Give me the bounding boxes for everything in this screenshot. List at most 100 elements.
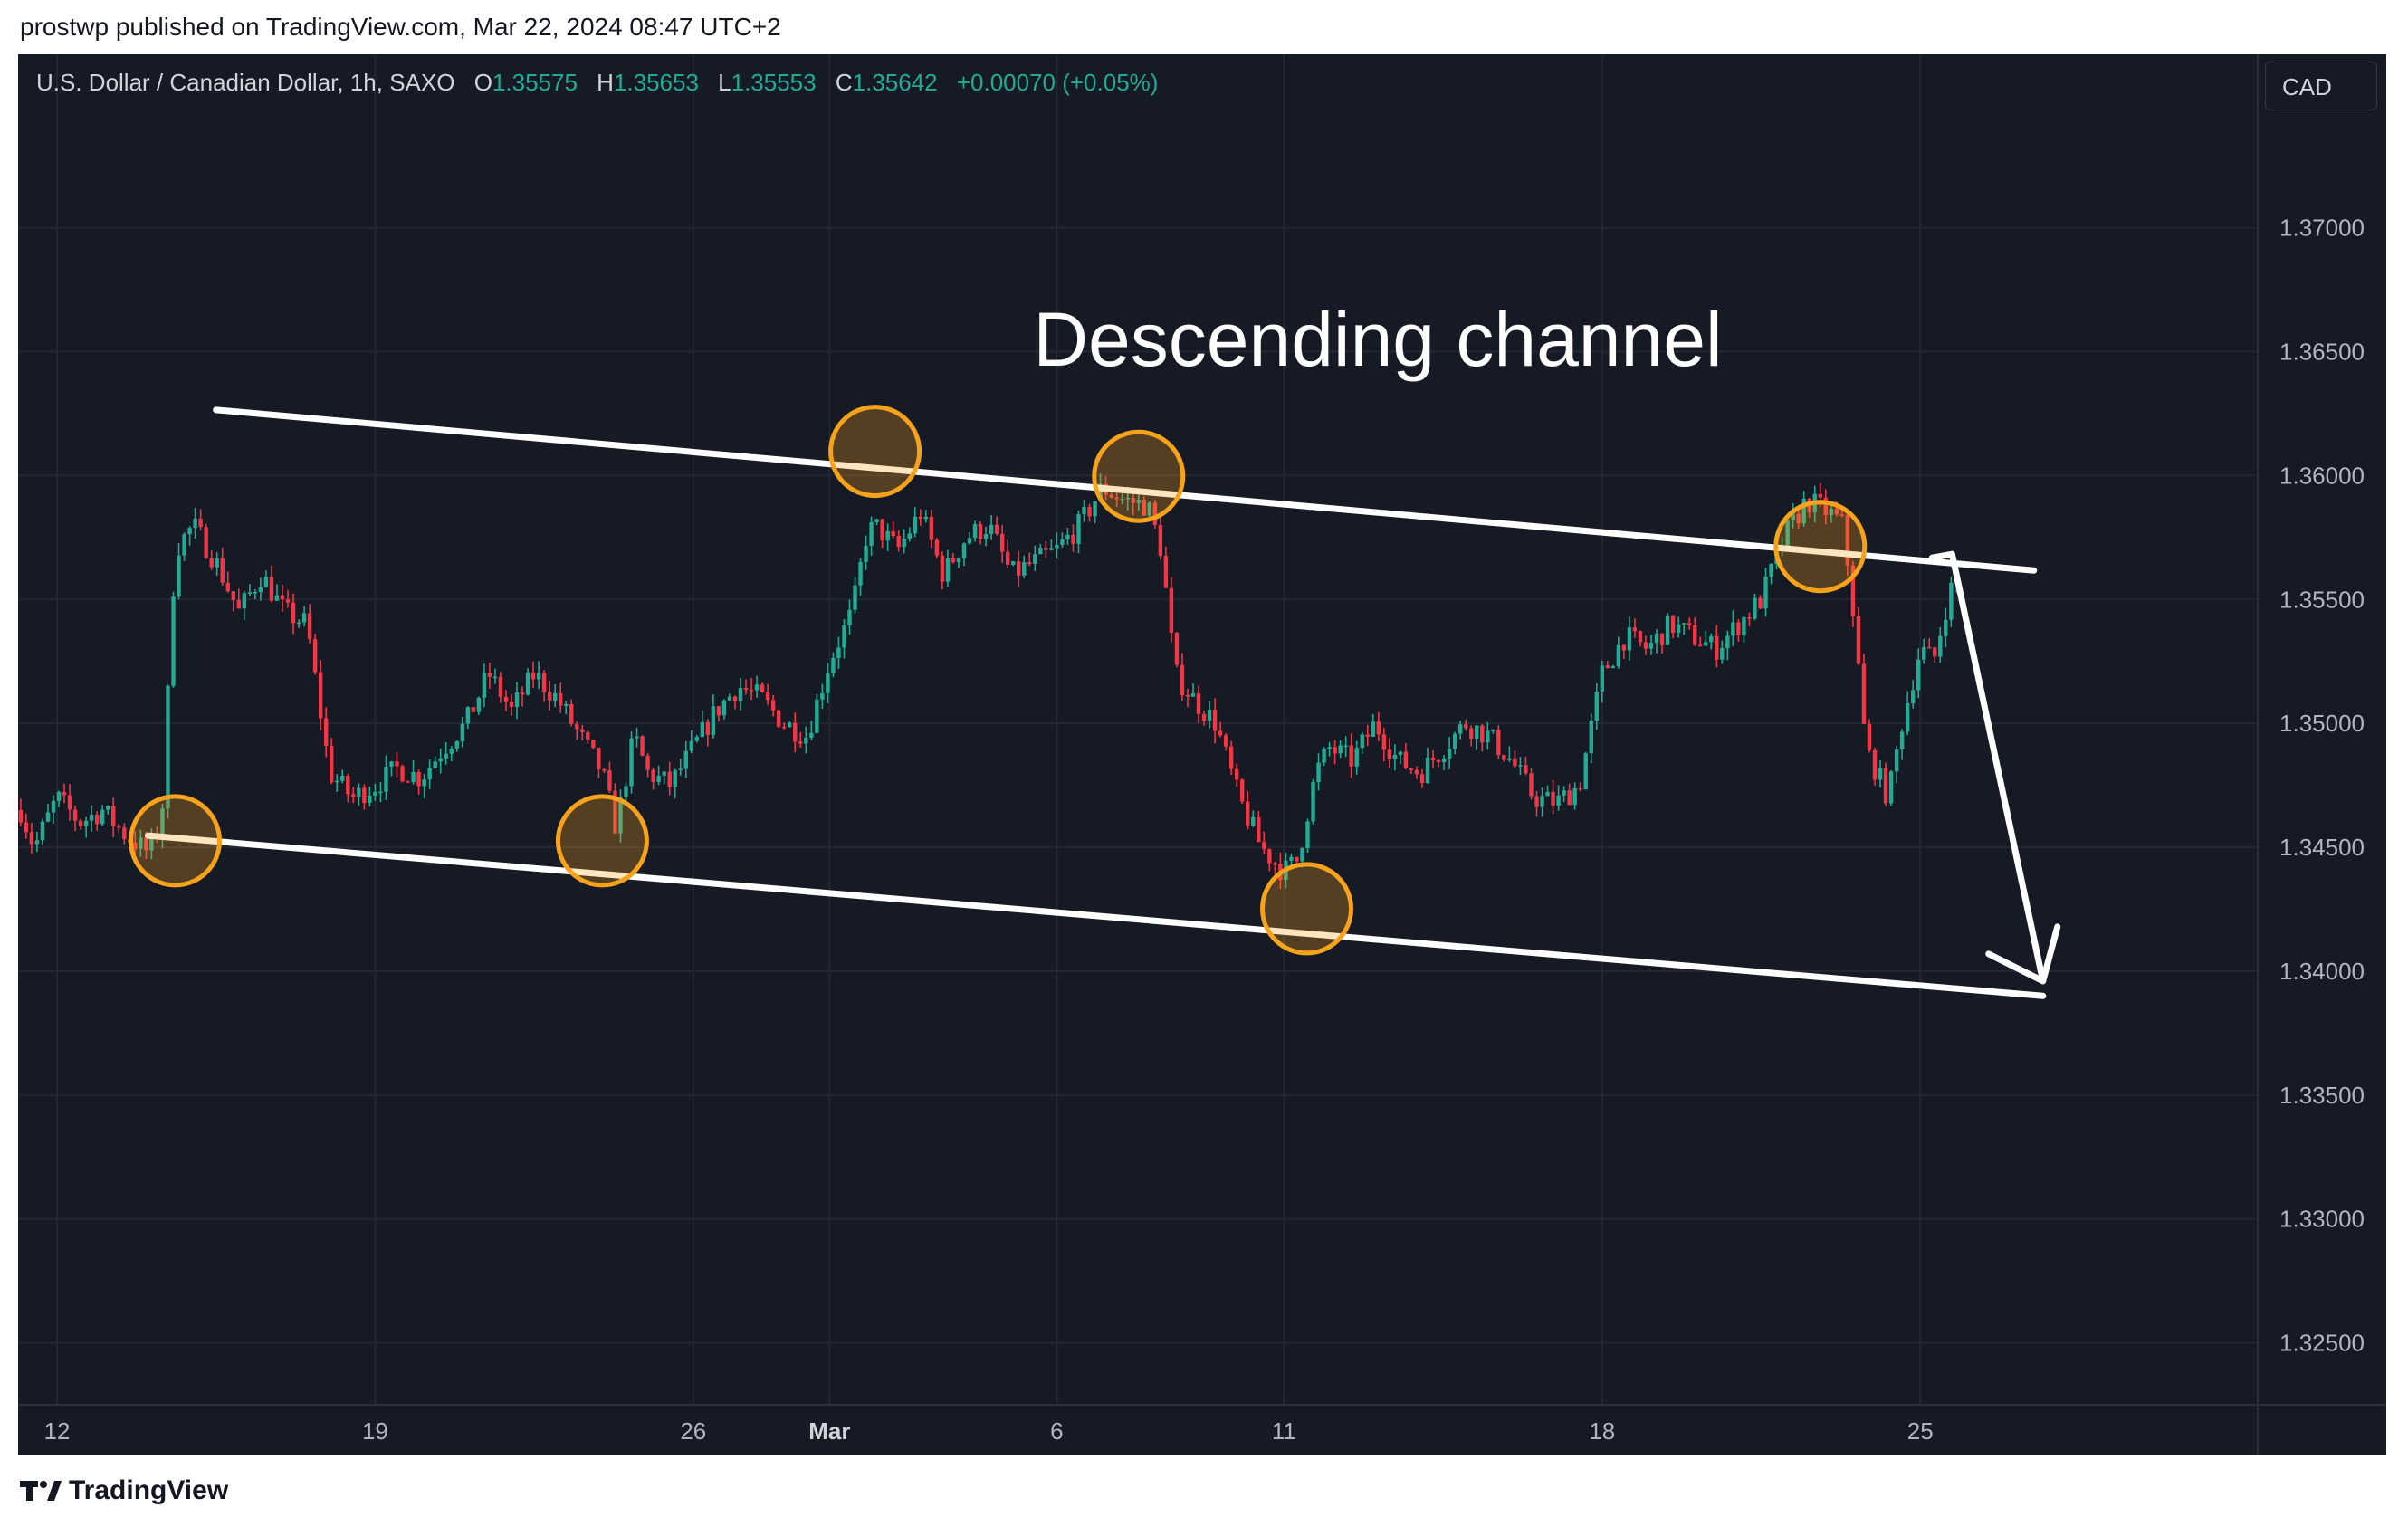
candle-body [1120,499,1124,501]
candle-body [1011,561,1016,565]
candle-body [1267,849,1272,864]
candle-body [640,736,645,756]
candle-body [1234,768,1239,780]
candle-body [880,519,884,541]
candle-body [1246,801,1250,826]
candle-body [1142,499,1146,516]
candle-body [1899,731,1905,750]
touch-marker-circle[interactable] [1773,500,1868,594]
candle-body [503,696,509,702]
candle-body [111,806,116,826]
candle-body [1174,633,1180,665]
touch-marker-circle[interactable] [828,405,922,499]
channel-lower-line[interactable] [144,832,2047,999]
candle-body [323,718,329,747]
time-tick-label: 25 [1907,1417,1934,1445]
candle-body [1927,646,1932,649]
candle-body [1643,642,1648,649]
candle-body [1888,771,1894,804]
touch-marker-circle[interactable] [1092,429,1186,523]
candle-body [1742,617,1746,635]
candle-body [591,740,596,748]
candle-body [635,736,639,739]
time-axis[interactable]: 12 19 26 Mar 6 11 18 25 [18,1404,2386,1445]
candle-body [569,703,574,724]
chart-canvas[interactable]: 1.37000 1.36500 1.36000 1.35500 1.35000 1.345… [18,54,2386,1455]
candle-body [978,524,983,539]
candle-body [1087,506,1092,517]
candle-body [662,771,666,776]
candle-body [1829,509,1834,515]
candle-body [384,767,388,792]
candle-body [209,558,214,568]
candle-body [1681,623,1687,625]
candle-body [1572,788,1577,806]
currency-button[interactable]: CAD [2265,62,2377,110]
candle-body [215,558,219,568]
candle-body [449,749,454,754]
candle-body [1207,710,1212,721]
candle-body [296,622,301,625]
candle-body [1240,779,1245,802]
touch-marker-circle[interactable] [555,794,649,888]
candle-body [1545,791,1550,797]
touch-marker-circle[interactable] [129,794,223,888]
candle-body [613,790,617,834]
candle-body [1033,554,1037,565]
candle-body [1475,725,1479,739]
candle-body [1469,728,1474,739]
candle-body [362,787,367,804]
candle-body [117,826,121,828]
candle-body [1414,769,1419,775]
touch-marker-circle[interactable] [1260,862,1353,956]
candle-body [951,558,956,563]
candle-body [1354,748,1359,767]
candle-body [743,688,749,691]
candle-body [1883,768,1888,804]
candle-body [1610,666,1616,668]
candle-body [1381,734,1387,750]
candle-body [1190,693,1196,697]
candle-body [1616,644,1621,667]
candle-body [204,527,208,558]
candle-body [1338,745,1343,754]
candle-body [444,753,448,759]
candle-body [1360,734,1364,749]
chart-area[interactable]: 1.37000 1.36500 1.36000 1.35500 1.35000 1.345… [18,54,2386,1455]
candle-body [989,524,994,535]
price-tick-label: 1.33500 [2279,1082,2365,1109]
price-tick-label: 1.36500 [2279,339,2365,366]
time-tick-label: 26 [680,1417,706,1445]
candle-body [575,723,579,730]
candle-body [853,585,857,610]
price-tick-label: 1.34000 [2279,958,2365,985]
channel-upper-line[interactable] [213,406,2038,574]
candle-body [1621,644,1627,651]
candle-body [536,673,541,680]
high-value: 1.35653 [613,69,699,96]
candle-body [438,758,443,762]
candle-body [1022,562,1027,576]
candle-body [1801,499,1806,524]
candle-body [842,625,846,648]
candle-body [285,599,291,603]
candle-body [1371,721,1375,737]
candle-body [1944,619,1948,636]
candle-body [1049,548,1054,550]
candle-body [1698,644,1703,646]
candle-body [1605,665,1610,668]
price-axis[interactable]: 1.37000 1.36500 1.36000 1.35500 1.35000 1.345… [2257,54,2365,1455]
tradingview-logo[interactable]: TradingView [20,1475,228,1506]
candle-body [1867,723,1872,750]
candle-body [1398,751,1403,755]
candle-body [940,555,945,582]
close-value: 1.35642 [852,69,938,96]
candle-body [1648,643,1654,649]
candle-body [492,676,498,679]
candle-body [1218,730,1223,736]
touch-markers [129,405,1868,956]
candle-body [1065,534,1070,540]
candle-body [1513,758,1517,767]
projection-arrow-line[interactable] [1928,550,2047,985]
candle-body [1796,513,1801,524]
